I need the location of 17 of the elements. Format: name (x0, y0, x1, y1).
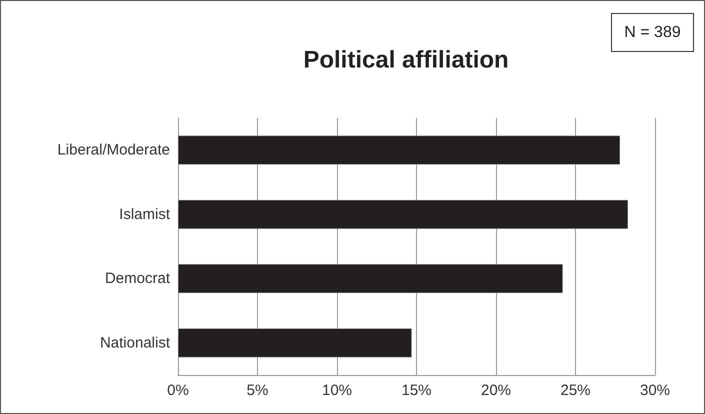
x-tick-label: 5% (246, 382, 268, 399)
text: N = 389 (624, 24, 681, 41)
bar (178, 200, 628, 229)
bar (178, 328, 412, 358)
y-tick-label: Islamist (119, 206, 171, 223)
x-tick-label: 10% (322, 382, 352, 399)
y-tick-label: Nationalist (100, 334, 171, 352)
y-tick-label: Democrat (104, 270, 171, 288)
chart-title: Political affiliation (303, 46, 509, 74)
x-tick-label: 25% (560, 382, 591, 399)
x-tick-label: 15% (401, 382, 432, 399)
x-tick-label: 20% (480, 382, 512, 399)
x-tick-label: 30% (640, 382, 670, 399)
bar (178, 264, 563, 294)
bar (178, 136, 620, 165)
y-tick-label: Liberal/Moderate (57, 142, 170, 159)
x-tick-label: 0% (167, 382, 189, 399)
